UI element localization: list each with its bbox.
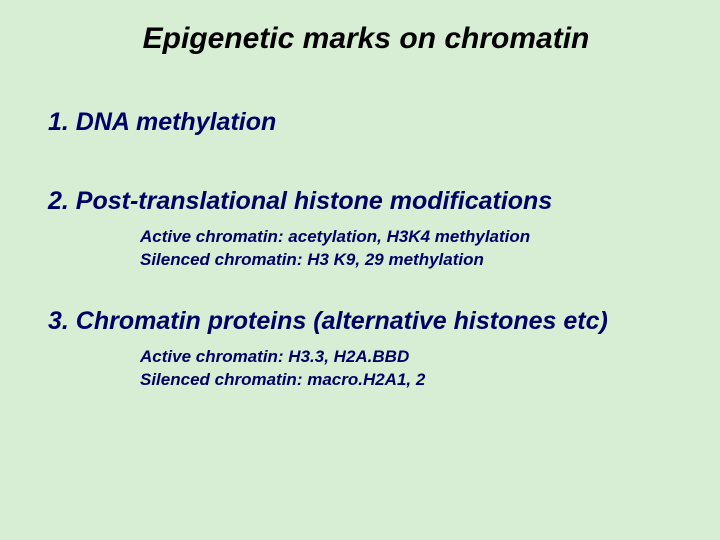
list-item-3-sub-2: Silenced chromatin: macro.H2A1, 2 xyxy=(140,369,684,390)
slide-title: Epigenetic marks on chromatin xyxy=(48,22,684,56)
slide: Epigenetic marks on chromatin 1. DNA met… xyxy=(0,0,720,540)
list-item-1: 1. DNA methylation xyxy=(48,108,684,137)
list-item-2-sub-2: Silenced chromatin: H3 K9, 29 methylatio… xyxy=(140,249,684,270)
list-item-2-sub-1: Active chromatin: acetylation, H3K4 meth… xyxy=(140,226,684,247)
list-item-3-sub: Active chromatin: H3.3, H2A.BBD Silenced… xyxy=(48,346,684,391)
list-item-3: 3. Chromatin proteins (alternative histo… xyxy=(48,307,684,336)
list-item-2: 2. Post-translational histone modificati… xyxy=(48,187,684,216)
list-item-3-sub-1: Active chromatin: H3.3, H2A.BBD xyxy=(140,346,684,367)
list-item-2-sub: Active chromatin: acetylation, H3K4 meth… xyxy=(48,226,684,271)
